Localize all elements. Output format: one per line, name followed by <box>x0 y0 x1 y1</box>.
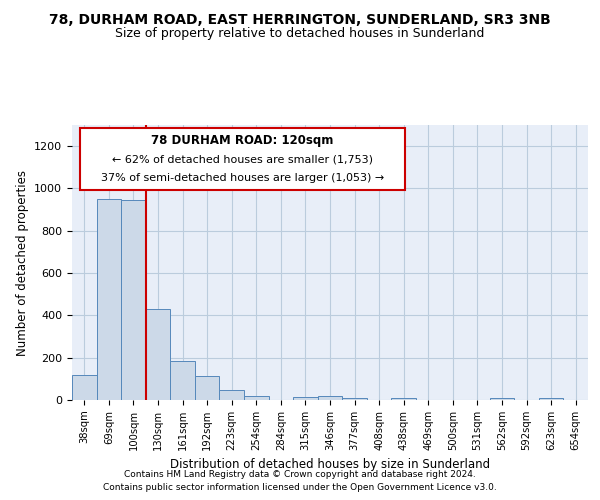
Bar <box>97 199 121 400</box>
Bar <box>72 374 97 400</box>
Bar <box>342 398 367 400</box>
Bar <box>318 396 342 400</box>
Bar <box>490 398 514 400</box>
X-axis label: Distribution of detached houses by size in Sunderland: Distribution of detached houses by size … <box>170 458 490 471</box>
Text: ← 62% of detached houses are smaller (1,753): ← 62% of detached houses are smaller (1,… <box>112 155 373 165</box>
Bar <box>220 390 244 400</box>
Text: 78 DURHAM ROAD: 120sqm: 78 DURHAM ROAD: 120sqm <box>151 134 334 147</box>
Bar <box>539 398 563 400</box>
Bar <box>121 200 146 400</box>
Text: Contains HM Land Registry data © Crown copyright and database right 2024.: Contains HM Land Registry data © Crown c… <box>124 470 476 479</box>
Bar <box>146 309 170 400</box>
Bar <box>195 376 220 400</box>
Bar <box>170 361 195 400</box>
Y-axis label: Number of detached properties: Number of detached properties <box>16 170 29 356</box>
Text: 78, DURHAM ROAD, EAST HERRINGTON, SUNDERLAND, SR3 3NB: 78, DURHAM ROAD, EAST HERRINGTON, SUNDER… <box>49 12 551 26</box>
Bar <box>391 398 416 400</box>
Bar <box>293 397 318 400</box>
Text: Size of property relative to detached houses in Sunderland: Size of property relative to detached ho… <box>115 28 485 40</box>
Bar <box>244 396 269 400</box>
Text: Contains public sector information licensed under the Open Government Licence v3: Contains public sector information licen… <box>103 484 497 492</box>
FancyBboxPatch shape <box>80 128 405 190</box>
Text: 37% of semi-detached houses are larger (1,053) →: 37% of semi-detached houses are larger (… <box>101 172 384 182</box>
